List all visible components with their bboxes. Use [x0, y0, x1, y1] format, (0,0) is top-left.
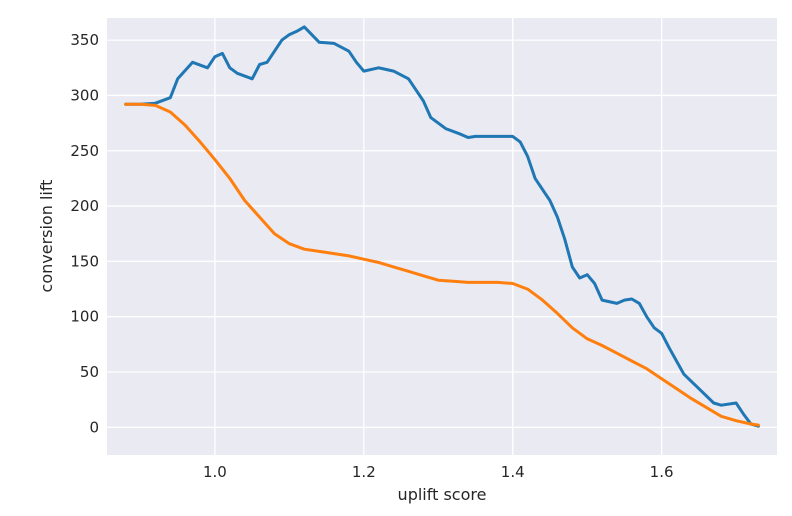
series-line-1 — [124, 25, 760, 428]
x-tick-label: 1.6 — [650, 463, 674, 481]
x-gridlines — [214, 18, 663, 455]
y-tick-label: 100 — [70, 308, 99, 326]
y-tick-label: 50 — [80, 363, 99, 381]
y-tick-label: 0 — [89, 418, 99, 436]
y-axis-label: conversion lift — [37, 180, 56, 293]
y-tick-label: 200 — [70, 197, 99, 215]
x-tick-labels: 1.0 1.2 1.4 1.6 — [203, 463, 674, 481]
y-tick-labels: 0 50 100 150 200 250 300 350 — [70, 31, 99, 436]
y-tick-label: 250 — [70, 142, 99, 160]
series-line-2 — [124, 102, 760, 427]
y-gridlines — [107, 39, 777, 428]
x-tick-label: 1.2 — [352, 463, 376, 481]
y-tick-label: 150 — [70, 252, 99, 270]
x-tick-label: 1.4 — [501, 463, 525, 481]
series-lines — [124, 25, 760, 428]
y-tick-label: 300 — [70, 86, 99, 104]
x-axis-label: uplift score — [398, 485, 487, 504]
y-tick-label: 350 — [70, 31, 99, 49]
x-tick-label: 1.0 — [203, 463, 227, 481]
